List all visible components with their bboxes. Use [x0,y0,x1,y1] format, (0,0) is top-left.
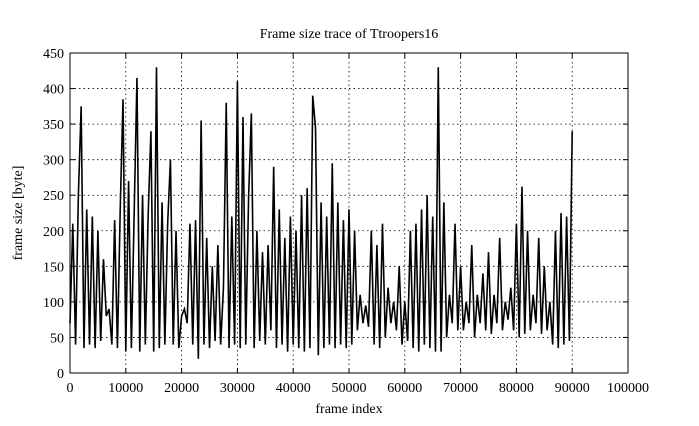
x-tick-label: 60000 [387,381,422,396]
x-tick-label: 0 [67,381,74,396]
x-tick-label: 30000 [220,381,255,396]
y-tick-label: 350 [43,118,64,133]
x-tick-label: 50000 [332,381,367,396]
y-tick-label: 0 [57,367,64,382]
y-axis-label: frame size [byte] [11,166,26,261]
x-tick-label: 40000 [276,381,311,396]
x-tick-label: 20000 [164,381,199,396]
y-tick-label: 450 [43,47,64,62]
y-tick-label: 300 [43,154,64,169]
y-tick-label: 400 [43,83,64,98]
y-tick-label: 50 [50,331,64,346]
x-tick-label: 70000 [443,381,478,396]
y-tick-label: 250 [43,189,64,204]
x-tick-label: 90000 [555,381,590,396]
data-line [69,67,573,359]
y-tick-label: 150 [43,260,64,275]
y-tick-label: 100 [43,296,64,311]
x-tick-label: 100000 [607,381,649,396]
y-tick-label: 200 [43,225,64,240]
chart-title: Frame size trace of Ttroopers16 [260,27,439,42]
x-axis-label: frame index [315,402,382,417]
plot-frame [69,52,629,374]
x-tick-label: 10000 [108,381,143,396]
x-tick-label: 80000 [499,381,534,396]
